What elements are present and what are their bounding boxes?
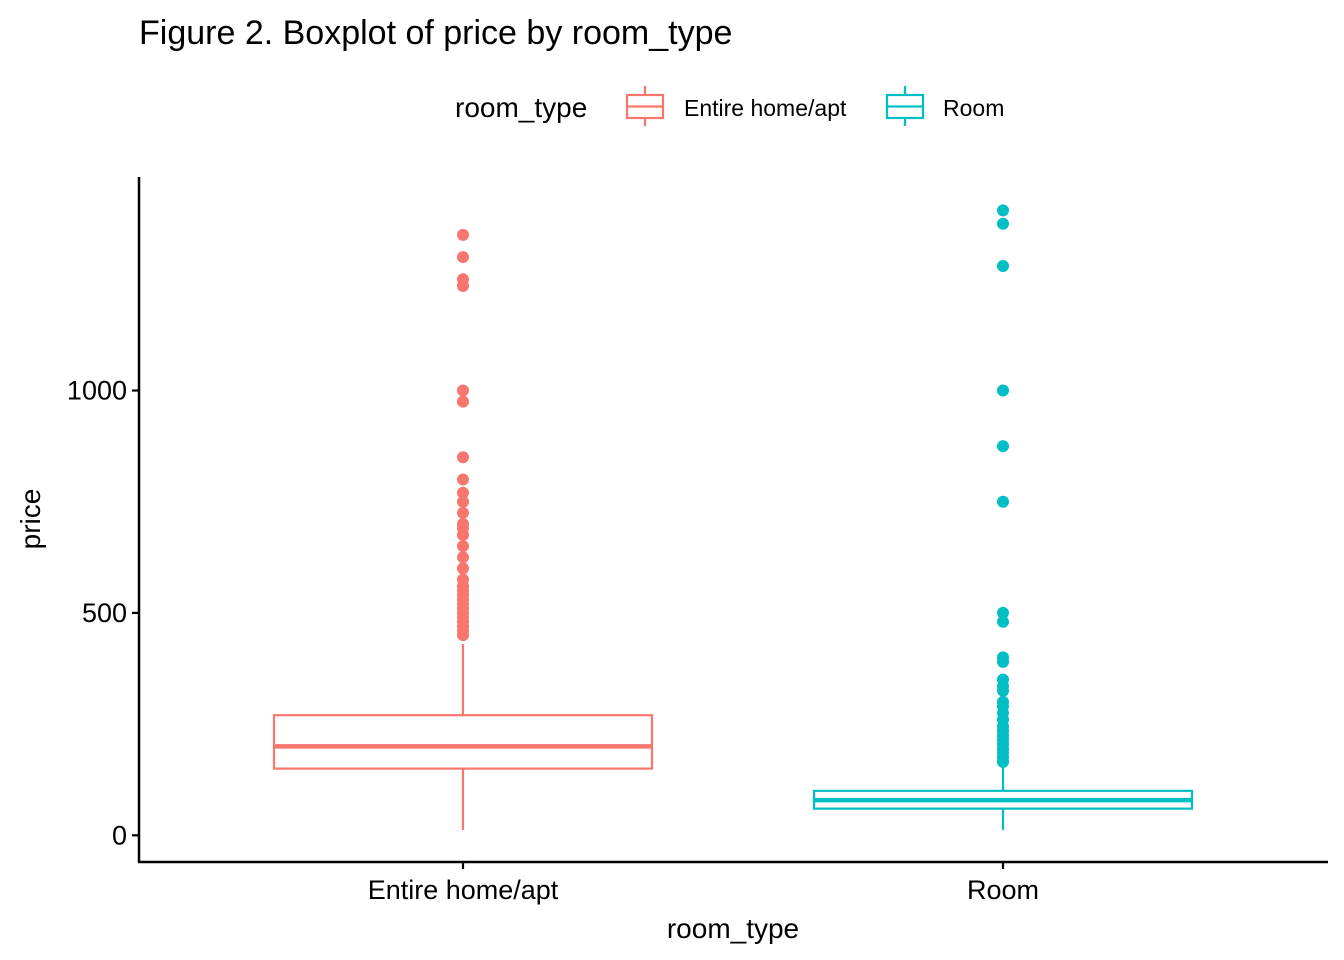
- legend-label: Entire home/apt: [684, 95, 847, 121]
- chart-title: Figure 2. Boxplot of price by room_type: [139, 14, 732, 52]
- outlier-point: [997, 204, 1009, 217]
- x-tick-label: Entire home/apt: [368, 875, 559, 905]
- outlier-point: [997, 384, 1009, 397]
- legend-key-entire-home-apt: Entire home/apt: [625, 86, 847, 126]
- outlier-point: [457, 506, 469, 519]
- outlier-point: [997, 217, 1009, 230]
- legend-title: room_type: [455, 92, 587, 123]
- y-tick-label: 0: [112, 820, 127, 850]
- legend-key-room: Room: [885, 86, 1004, 126]
- outlier-point: [457, 517, 469, 530]
- outlier-point: [997, 695, 1009, 708]
- x-axis-title: room_type: [667, 913, 799, 944]
- outlier-point: [457, 573, 469, 586]
- iqr-box: [272, 714, 654, 770]
- y-tick-label: 500: [82, 598, 127, 628]
- outlier-point: [457, 540, 469, 553]
- outlier-point: [997, 440, 1009, 453]
- outlier-point: [997, 651, 1009, 664]
- outlier-point: [457, 384, 469, 397]
- x-tick-label: Room: [967, 875, 1039, 905]
- outlier-point: [457, 251, 469, 264]
- outlier-point: [457, 395, 469, 408]
- outlier-point: [457, 495, 469, 508]
- outlier-point: [997, 495, 1009, 508]
- x-axis-ticks: Entire home/apt Room: [368, 862, 1039, 905]
- outlier-point: [997, 259, 1009, 272]
- y-tick-label: 1000: [67, 376, 127, 406]
- outlier-point: [457, 228, 469, 241]
- y-axis-ticks: 0 500 1000: [67, 376, 139, 850]
- outlier-point: [457, 273, 469, 286]
- legend-label: Room: [943, 95, 1004, 121]
- box-group-entire-home-apt: [272, 228, 654, 830]
- outlier-point: [997, 606, 1009, 619]
- plot-area: [272, 204, 1194, 830]
- outlier-point: [997, 615, 1009, 628]
- outlier-point: [457, 551, 469, 564]
- outlier-point: [457, 486, 469, 499]
- outlier-point: [457, 473, 469, 486]
- box-group-room: [812, 204, 1194, 830]
- y-axis-title: price: [15, 489, 46, 550]
- outlier-point: [997, 673, 1009, 686]
- legend: room_type Entire home/apt Room: [455, 86, 1004, 126]
- outlier-point: [457, 451, 469, 464]
- outlier-point: [457, 562, 469, 575]
